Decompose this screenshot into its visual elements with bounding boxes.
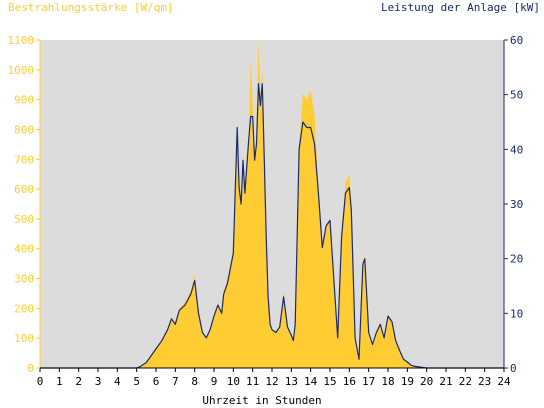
y-left-tick-label: 1000	[8, 64, 35, 77]
y-left-tick-label: 400	[14, 243, 34, 256]
y-left-tick-label: 300	[14, 273, 34, 286]
y-left-tick-label: 200	[14, 302, 34, 315]
x-tick-label: 18	[381, 375, 394, 388]
x-tick-label: 15	[323, 375, 336, 388]
x-tick-label: 21	[439, 375, 452, 388]
x-tick-label: 0	[37, 375, 44, 388]
x-tick-label: 1	[56, 375, 63, 388]
x-tick-label: 3	[95, 375, 102, 388]
x-axis: 0 1 2 3 4 5 6 7 8 9 10 11 12 13 14 15 16 17 18 19 20 21 22 23 24	[37, 368, 511, 388]
y-axis-right: 0 10 20 30 40 50 60	[504, 34, 523, 375]
y-left-tick-label: 100	[14, 332, 34, 345]
x-tick-label: 20	[420, 375, 433, 388]
x-tick-label: 8	[191, 375, 198, 388]
x-tick-label: 4	[114, 375, 121, 388]
y-left-tick-label: 1100	[8, 34, 35, 47]
x-tick-label: 23	[478, 375, 491, 388]
y-right-tick-label: 60	[510, 34, 523, 47]
y-left-tick-label: 600	[14, 183, 34, 196]
y-right-tick-label: 40	[510, 143, 523, 156]
x-tick-label: 9	[211, 375, 218, 388]
y-left-tick-label: 900	[14, 94, 34, 107]
y-left-tick-label: 700	[14, 153, 34, 166]
x-tick-label: 2	[75, 375, 82, 388]
x-tick-label: 19	[401, 375, 414, 388]
y-right-tick-label: 10	[510, 307, 523, 320]
x-tick-label: 7	[172, 375, 179, 388]
x-tick-label: 24	[497, 375, 511, 388]
x-tick-label: 10	[227, 375, 240, 388]
x-tick-label: 11	[246, 375, 259, 388]
x-tick-label: 16	[343, 375, 356, 388]
y-right-tick-label: 30	[510, 198, 523, 211]
y-left-tick-label: 800	[14, 123, 34, 136]
x-tick-label: 14	[304, 375, 318, 388]
y-axis-left: 0 100 200 300 400 500 600 700 800 900 1000 1100	[8, 34, 40, 375]
y-left-tick-label: 0	[27, 362, 34, 375]
power-series	[40, 83, 504, 369]
y-right-tick-label: 20	[510, 253, 523, 266]
x-tick-label: 6	[153, 375, 160, 388]
x-tick-label: 17	[362, 375, 375, 388]
y-axis-left-title: Bestrahlungsstärke [W/qm]	[8, 1, 174, 14]
x-axis-title: Uhrzeit in Stunden	[202, 394, 322, 407]
y-left-tick-label: 500	[14, 213, 34, 226]
y-right-tick-label: 50	[510, 89, 523, 102]
plot-background	[40, 40, 504, 368]
y-right-tick-label: 0	[510, 362, 517, 375]
x-tick-label: 13	[285, 375, 298, 388]
x-tick-label: 12	[265, 375, 278, 388]
x-tick-label: 5	[133, 375, 140, 388]
power-line	[40, 83, 504, 369]
y-axis-right-title: Leistung der Anlage [kW]	[381, 1, 540, 14]
x-tick-label: 22	[459, 375, 472, 388]
